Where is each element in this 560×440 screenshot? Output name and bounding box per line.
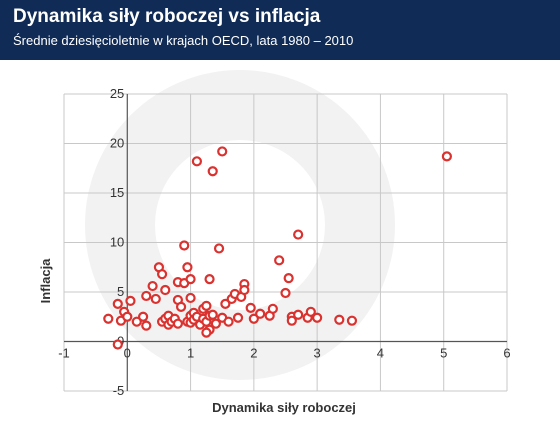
y-tick-label: 25 [110, 86, 124, 101]
data-point [103, 313, 114, 324]
data-point [201, 300, 212, 311]
data-point [160, 284, 171, 296]
x-tick-label: 5 [440, 346, 447, 361]
data-point [182, 262, 193, 273]
y-tick-label: 15 [110, 185, 124, 200]
y-tick-label: 5 [117, 284, 124, 299]
chart-header: Dynamika siły roboczej vs inflacja Średn… [0, 0, 560, 60]
data-point [112, 339, 123, 350]
chart-title: Dynamika siły roboczej vs inflacja [13, 6, 321, 27]
x-tick-label: 1 [187, 346, 194, 361]
data-point [217, 146, 228, 157]
data-point [245, 302, 256, 313]
data-point [293, 229, 304, 240]
data-point [201, 327, 212, 338]
data-point [334, 314, 345, 325]
y-tick-label: 20 [110, 136, 124, 151]
data-point [441, 151, 452, 162]
data-points [103, 146, 452, 350]
data-point [267, 303, 278, 314]
watermark-logo [85, 70, 395, 380]
data-point [232, 312, 244, 323]
data-point [255, 308, 266, 319]
data-point [185, 292, 196, 304]
data-point [131, 316, 142, 327]
y-tick-label: 10 [110, 235, 124, 250]
data-point [280, 287, 291, 299]
data-point [141, 320, 152, 331]
x-axis-title: Dynamika siły roboczej [212, 400, 356, 415]
y-axis-title: Inflacja [38, 258, 53, 304]
x-tick-label: 2 [250, 346, 257, 361]
data-point [141, 290, 152, 302]
data-point [125, 295, 136, 307]
x-tick-label: -1 [58, 346, 70, 361]
data-point [239, 284, 250, 296]
data-point [286, 315, 297, 326]
data-point [179, 240, 190, 251]
data-point [207, 309, 218, 320]
x-tick-label: 0 [124, 346, 131, 361]
data-point [112, 298, 123, 309]
axes [64, 94, 507, 391]
x-tick-label: 4 [377, 346, 384, 361]
data-point [191, 156, 202, 167]
data-point [220, 298, 231, 309]
data-point [156, 269, 168, 280]
data-point [204, 274, 215, 285]
data-point [346, 315, 358, 326]
data-point [248, 313, 259, 324]
data-point [185, 274, 196, 285]
data-point [274, 255, 285, 266]
data-point [147, 280, 158, 292]
data-point [312, 312, 323, 323]
x-tick-label: 6 [503, 346, 510, 361]
data-point [223, 316, 234, 327]
data-point [213, 243, 225, 254]
data-point [150, 293, 161, 305]
data-point [175, 301, 187, 312]
x-tick-label: 3 [314, 346, 321, 361]
data-point [207, 166, 218, 177]
data-point [172, 318, 184, 329]
data-point [138, 311, 149, 322]
data-point [210, 318, 221, 329]
data-point [293, 309, 304, 320]
chart-subtitle: Średnie dziesięcioletnie w krajach OECD,… [13, 33, 354, 48]
y-tick-label: -5 [113, 383, 125, 398]
data-point [305, 306, 316, 317]
data-point [283, 273, 294, 284]
data-point [122, 311, 133, 322]
